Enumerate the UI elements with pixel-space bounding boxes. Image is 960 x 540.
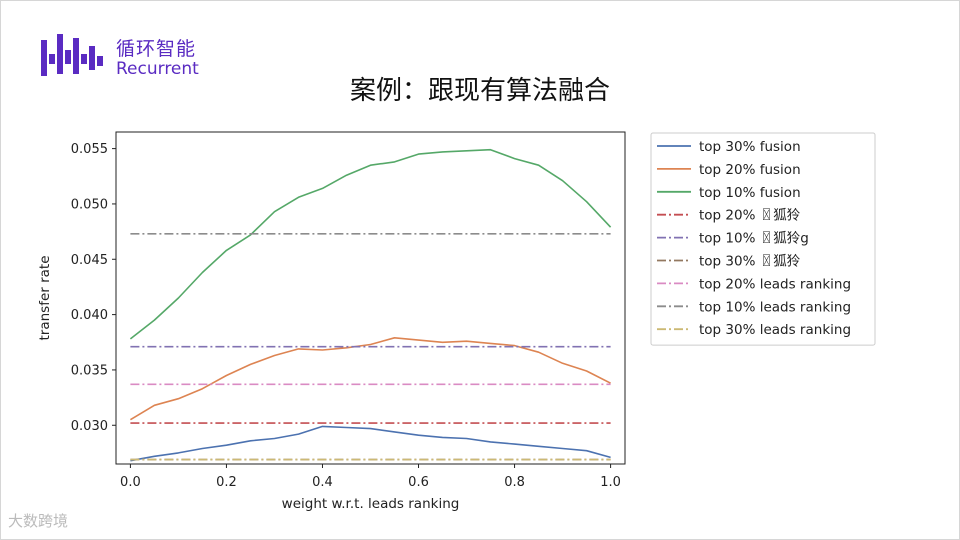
y-axis-label: transfer rate — [37, 255, 53, 340]
legend-label: top 30% fusion — [699, 139, 801, 155]
legend-label: top 20% leads ranking — [699, 276, 851, 292]
legend-label: top 10% fusion — [699, 185, 801, 201]
legend-label: top 30% 〿狐狑 — [699, 254, 801, 270]
y-tick-label: 0.035 — [71, 363, 108, 378]
recurrent-logo-icon — [41, 34, 103, 76]
y-tick-label: 0.050 — [71, 197, 108, 212]
logo-chinese-name: 循环智能 — [116, 38, 197, 60]
legend-label: top 10% 〿狐狑g — [699, 231, 809, 247]
legend-label: top 10% leads ranking — [699, 299, 851, 315]
y-tick-label: 0.030 — [71, 419, 108, 434]
x-tick-label: 0.4 — [312, 475, 333, 490]
y-tick-label: 0.055 — [71, 142, 108, 157]
legend-label: top 20% fusion — [699, 162, 801, 178]
plot-frame — [115, 131, 626, 465]
slide-title: 案例：跟现有算法融合 — [349, 76, 610, 106]
watermark: 大数跨境 — [8, 512, 69, 530]
logo-english-name: Recurrent — [116, 59, 199, 79]
series-line-1 — [130, 425, 611, 462]
x-tick-label: 0.0 — [120, 475, 141, 490]
y-tick-label: 0.045 — [71, 253, 108, 268]
x-tick-label: 0.2 — [216, 475, 237, 490]
series-line-3 — [129, 148, 612, 340]
legend-label: top 30% leads ranking — [699, 322, 851, 338]
x-axis-label: weight w.r.t. leads ranking — [282, 496, 460, 512]
x-tick-label: 0.8 — [504, 475, 525, 490]
y-tick-label: 0.040 — [71, 308, 108, 323]
legend-label: top 20% 〿狐狑 — [699, 208, 801, 224]
legend-box — [650, 132, 876, 346]
x-tick-label: 1.0 — [600, 475, 621, 490]
x-tick-label: 0.6 — [408, 475, 429, 490]
